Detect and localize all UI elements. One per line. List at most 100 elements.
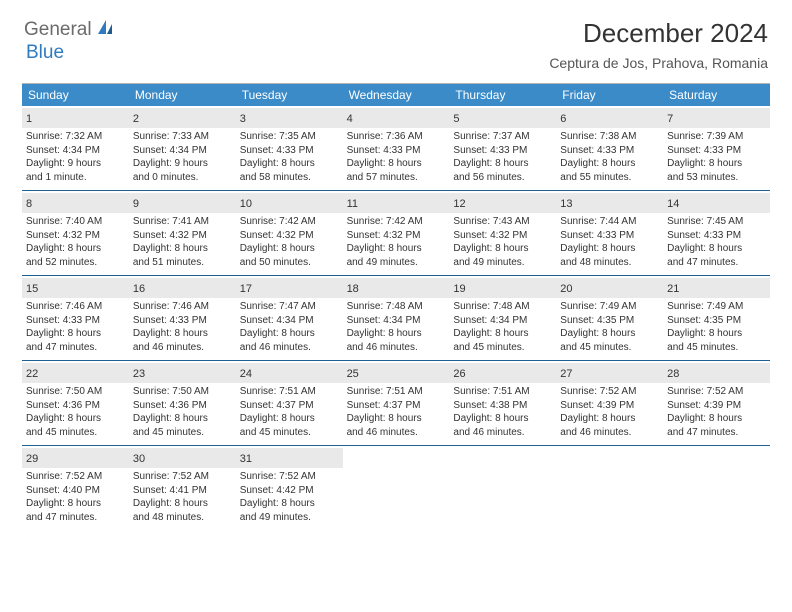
- sunrise-text: Sunrise: 7:46 AM: [133, 300, 232, 314]
- month-title: December 2024: [549, 18, 768, 49]
- day-number-row: 9: [129, 193, 236, 213]
- daylight-text: Daylight: 8 hours: [347, 412, 446, 426]
- weeks-container: 1Sunrise: 7:32 AMSunset: 4:34 PMDaylight…: [22, 106, 770, 530]
- week-row: 1Sunrise: 7:32 AMSunset: 4:34 PMDaylight…: [22, 106, 770, 191]
- day-number-row: 4: [343, 108, 450, 128]
- sunset-text: Sunset: 4:32 PM: [26, 229, 125, 243]
- day-cell: 8Sunrise: 7:40 AMSunset: 4:32 PMDaylight…: [22, 191, 129, 275]
- day-number: 3: [240, 113, 246, 125]
- sunset-text: Sunset: 4:33 PM: [347, 144, 446, 158]
- sunset-text: Sunset: 4:32 PM: [133, 229, 232, 243]
- sunrise-text: Sunrise: 7:41 AM: [133, 215, 232, 229]
- week-row: 22Sunrise: 7:50 AMSunset: 4:36 PMDayligh…: [22, 361, 770, 446]
- daylight-text: and 46 minutes.: [347, 341, 446, 355]
- sunset-text: Sunset: 4:33 PM: [26, 314, 125, 328]
- daylight-text: Daylight: 8 hours: [133, 497, 232, 511]
- day-cell: 28Sunrise: 7:52 AMSunset: 4:39 PMDayligh…: [663, 361, 770, 445]
- sunset-text: Sunset: 4:33 PM: [240, 144, 339, 158]
- logo-sail-icon: [96, 18, 114, 41]
- day-number: 31: [240, 453, 252, 465]
- sunrise-text: Sunrise: 7:44 AM: [560, 215, 659, 229]
- daylight-text: Daylight: 9 hours: [26, 157, 125, 171]
- day-header-monday: Monday: [129, 84, 236, 106]
- sunset-text: Sunset: 4:35 PM: [667, 314, 766, 328]
- sunrise-text: Sunrise: 7:52 AM: [560, 385, 659, 399]
- sunset-text: Sunset: 4:34 PM: [26, 144, 125, 158]
- sunset-text: Sunset: 4:32 PM: [453, 229, 552, 243]
- sunset-text: Sunset: 4:33 PM: [560, 229, 659, 243]
- sunset-text: Sunset: 4:34 PM: [133, 144, 232, 158]
- day-number: 22: [26, 368, 38, 380]
- sunrise-text: Sunrise: 7:42 AM: [240, 215, 339, 229]
- day-number: 8: [26, 198, 32, 210]
- day-cell: 22Sunrise: 7:50 AMSunset: 4:36 PMDayligh…: [22, 361, 129, 445]
- sunset-text: Sunset: 4:42 PM: [240, 484, 339, 498]
- sunrise-text: Sunrise: 7:43 AM: [453, 215, 552, 229]
- daylight-text: Daylight: 8 hours: [667, 412, 766, 426]
- sunset-text: Sunset: 4:34 PM: [347, 314, 446, 328]
- day-header-friday: Friday: [556, 84, 663, 106]
- day-cell: 6Sunrise: 7:38 AMSunset: 4:33 PMDaylight…: [556, 106, 663, 190]
- sunset-text: Sunset: 4:40 PM: [26, 484, 125, 498]
- daylight-text: Daylight: 8 hours: [667, 327, 766, 341]
- sunrise-text: Sunrise: 7:49 AM: [667, 300, 766, 314]
- day-cell: 3Sunrise: 7:35 AMSunset: 4:33 PMDaylight…: [236, 106, 343, 190]
- sunrise-text: Sunrise: 7:52 AM: [240, 470, 339, 484]
- sunset-text: Sunset: 4:35 PM: [560, 314, 659, 328]
- day-number-row: 8: [22, 193, 129, 213]
- day-cell: 5Sunrise: 7:37 AMSunset: 4:33 PMDaylight…: [449, 106, 556, 190]
- day-number: 5: [453, 113, 459, 125]
- sunrise-text: Sunrise: 7:52 AM: [133, 470, 232, 484]
- daylight-text: and 46 minutes.: [560, 426, 659, 440]
- day-number-row: 25: [343, 363, 450, 383]
- day-number-row: 12: [449, 193, 556, 213]
- day-cell: 25 Sunrise: 7:51 AMSunset: 4:37 PMDayligh…: [343, 361, 450, 445]
- sunrise-text: Sunrise: 7:51 AM: [347, 385, 446, 399]
- daylight-text: and 55 minutes.: [560, 171, 659, 185]
- sunset-text: Sunset: 4:34 PM: [240, 314, 339, 328]
- daylight-text: and 47 minutes.: [26, 341, 125, 355]
- sunrise-text: Sunrise: 7:37 AM: [453, 130, 552, 144]
- daylight-text: and 47 minutes.: [26, 511, 125, 525]
- day-number-row: 15: [22, 278, 129, 298]
- daylight-text: and 51 minutes.: [133, 256, 232, 270]
- week-row: 15Sunrise: 7:46 AMSunset: 4:33 PMDayligh…: [22, 276, 770, 361]
- sunset-text: Sunset: 4:37 PM: [347, 399, 446, 413]
- day-cell: 27Sunrise: 7:52 AMSunset: 4:39 PMDayligh…: [556, 361, 663, 445]
- daylight-text: Daylight: 8 hours: [453, 157, 552, 171]
- day-number-row: 5: [449, 108, 556, 128]
- sunset-text: Sunset: 4:32 PM: [240, 229, 339, 243]
- day-number: 29: [26, 453, 38, 465]
- daylight-text: Daylight: 8 hours: [667, 157, 766, 171]
- header: General December 2024 Ceptura de Jos, Pr…: [0, 0, 792, 77]
- day-number-row: 21: [663, 278, 770, 298]
- daylight-text: Daylight: 8 hours: [240, 242, 339, 256]
- daylight-text: Daylight: 8 hours: [133, 242, 232, 256]
- sunrise-text: Sunrise: 7:42 AM: [347, 215, 446, 229]
- day-number-row: 13: [556, 193, 663, 213]
- daylight-text: Daylight: 8 hours: [133, 412, 232, 426]
- sunrise-text: Sunrise: 7:38 AM: [560, 130, 659, 144]
- day-number-row: 30: [129, 448, 236, 468]
- day-number-row: 24: [236, 363, 343, 383]
- title-block: December 2024 Ceptura de Jos, Prahova, R…: [549, 18, 768, 71]
- sunset-text: Sunset: 4:33 PM: [133, 314, 232, 328]
- day-number-row: 11: [343, 193, 450, 213]
- sunset-text: Sunset: 4:33 PM: [560, 144, 659, 158]
- sunrise-text: Sunrise: 7:46 AM: [26, 300, 125, 314]
- day-number-row: 20: [556, 278, 663, 298]
- day-number-row: 16: [129, 278, 236, 298]
- day-cell: 29Sunrise: 7:52 AMSunset: 4:40 PMDayligh…: [22, 446, 129, 530]
- day-cell: 18Sunrise: 7:48 AMSunset: 4:34 PMDayligh…: [343, 276, 450, 360]
- daylight-text: and 45 minutes.: [453, 341, 552, 355]
- day-number-row: 22: [22, 363, 129, 383]
- day-number-row: 10: [236, 193, 343, 213]
- day-number: 1: [26, 113, 32, 125]
- day-number: 26: [453, 368, 465, 380]
- day-number: 2: [133, 113, 139, 125]
- day-number: 15: [26, 283, 38, 295]
- daylight-text: Daylight: 8 hours: [26, 327, 125, 341]
- day-cell: 4Sunrise: 7:36 AMSunset: 4:33 PMDaylight…: [343, 106, 450, 190]
- daylight-text: Daylight: 8 hours: [560, 242, 659, 256]
- day-number-row: 31: [236, 448, 343, 468]
